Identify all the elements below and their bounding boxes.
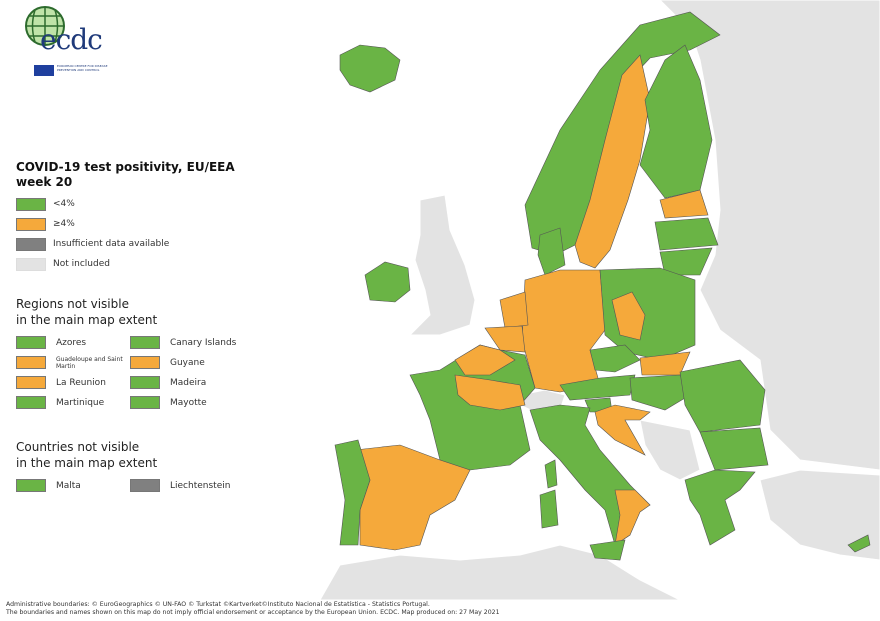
legend-swatch [130,376,160,389]
regions-title-line2: in the main map extent [16,313,158,327]
region-item: Guyane [130,354,270,371]
region-label: Guyane [170,357,205,368]
legend-title: COVID-19 test positivity, EU/EEA [16,160,235,174]
regions-grid: Azores Canary Islands Guadeloupe and Sai… [16,334,276,411]
regions-section-title: Regions not visible in the main map exten… [16,296,276,328]
region-france-north-orange [454,344,516,376]
country-estonia [659,189,709,219]
countries-title-line2: in the main map extent [16,456,158,470]
country-item: Malta [16,477,130,494]
country-hungary [629,374,691,411]
countries-title-line1: Countries not visible [16,440,140,454]
region-item: Canary Islands [130,334,270,351]
legend-swatch [130,396,160,409]
country-corsica [544,459,558,489]
country-lithuania [659,247,713,276]
region-label: La Reunion [56,377,106,388]
region-italy-south-orange [614,489,651,546]
country-belgium [484,325,526,353]
legend-label: Not included [53,259,110,269]
country-croatia [594,404,651,456]
country-iceland [339,44,401,93]
region-item: Madeira [130,374,270,391]
countries-section-title: Countries not visible in the main map ext… [16,439,276,471]
legend-swatch [16,356,46,369]
region-uk [408,194,476,336]
footer-line2: The boundaries and names shown on this m… [6,609,500,616]
country-netherlands [499,291,529,329]
country-greece [684,469,756,546]
legend-swatch [16,197,46,211]
logo-text: ecdc [40,23,103,56]
region-balkans [639,419,701,481]
region-france-central-orange [454,374,526,411]
legend-swatch [16,479,46,492]
legend-swatch [130,356,160,369]
legend-swatch [16,376,46,389]
map-legend: COVID-19 test positivity, EU/EEA week 20… [16,160,276,494]
country-poland [599,267,696,361]
region-north-africa [319,544,681,601]
region-item: Mayotte [130,394,270,411]
country-sardinia [539,489,559,529]
ecdc-logo: ecdc EUROPEAN CENTRE FOR DISEASE PREVENT… [10,2,120,82]
country-latvia [654,217,719,251]
legend-item: <4% [16,194,276,214]
legend-subtitle: week 20 [16,175,73,189]
region-item: Azores [16,334,130,351]
legend-swatch [16,336,46,349]
country-bulgaria [699,427,769,471]
country-item: Liechtenstein [130,477,270,494]
region-label: Guadeloupe and Saint Martin [56,355,123,370]
globe-icon [25,6,65,46]
region-item: Guadeloupe and Saint Martin [16,354,130,371]
country-label: Malta [56,480,81,491]
region-turkey [759,469,880,561]
region-item: Martinique [16,394,130,411]
region-label: Mayotte [170,397,207,408]
country-germany [521,269,606,393]
country-label: Liechtenstein [170,480,231,491]
legend-item: ≥4% [16,214,276,234]
country-romania [679,359,766,433]
legend-swatch [130,479,160,492]
eu-flag-icon [34,65,54,76]
country-portugal [334,439,371,546]
legend-item: Insufficient data available [16,234,276,254]
legend-swatch [16,237,46,251]
legend-label: Insufficient data available [53,239,170,249]
country-sicily [589,539,626,561]
map-footer: Administrative boundaries: © EuroGeograp… [6,601,500,617]
footer-line1: Administrative boundaries: © EuroGeograp… [6,601,430,608]
region-label: Canary Islands [170,337,237,348]
logo-subtitle: EUROPEAN CENTRE FOR DISEASE PREVENTION A… [57,64,108,72]
legend-label: ≥4% [53,219,75,229]
country-finland [639,44,713,199]
legend-item: Not included [16,254,276,274]
region-label: Madeira [170,377,207,388]
region-russia-east [659,0,880,471]
region-label: Martinique [56,397,105,408]
country-sweden [574,54,651,269]
country-denmark [537,227,566,276]
legend-swatch [16,257,46,271]
countries-grid: Malta Liechtenstein [16,477,276,494]
country-cyprus [847,534,871,553]
legend-swatch [130,336,160,349]
legend-swatch [16,217,46,231]
country-ireland [364,261,411,303]
legend-swatch [16,396,46,409]
region-label: Azores [56,337,87,348]
country-czechia [589,344,641,373]
regions-title-line1: Regions not visible [16,297,129,311]
legend-label: <4% [53,199,75,209]
region-poland-orange [611,291,646,341]
region-item: La Reunion [16,374,130,391]
